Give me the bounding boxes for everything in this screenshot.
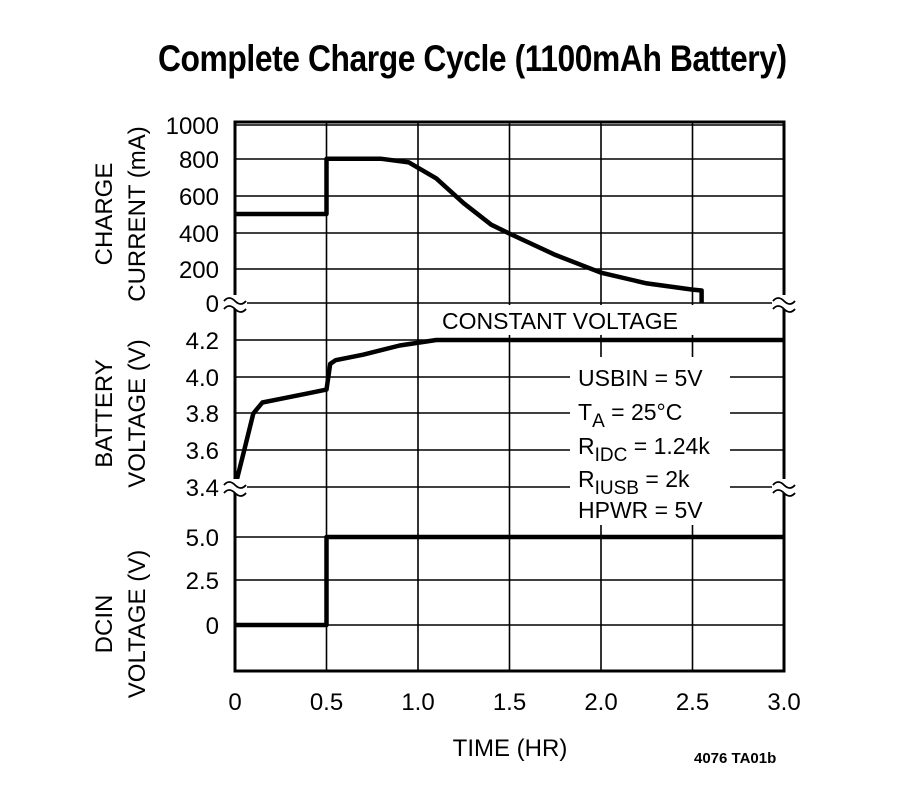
- test-condition: USBIN = 5V: [578, 365, 703, 391]
- chart-title: Complete Charge Cycle (1100mAh Battery): [158, 38, 787, 79]
- y-tick-label: 5.0: [186, 525, 219, 552]
- x-tick-label: 1.5: [493, 689, 526, 716]
- axis-break-icon: [223, 305, 247, 313]
- svg-text:VOLTAGE (V): VOLTAGE (V): [124, 550, 151, 698]
- y-axis-label: CHARGE CURRENT (mA): [91, 126, 151, 302]
- axis-break-icon: [223, 489, 247, 497]
- y-tick-label: 800: [179, 147, 219, 174]
- axis-break-icon: [772, 305, 796, 313]
- svg-text:CURRENT (mA): CURRENT (mA): [124, 126, 151, 302]
- test-condition: RIDC = 1.24k: [578, 433, 710, 466]
- y-tick-label: 1000: [166, 113, 219, 140]
- figure-id: 4076 TA01b: [694, 750, 777, 767]
- annotations: CONSTANT VOLTAGE USBIN = 5V TA = 25°CRIDC …: [223, 295, 796, 525]
- axis-break-icon: [772, 297, 796, 305]
- x-tick-label: 0.5: [310, 689, 343, 716]
- y-tick-label: 400: [179, 221, 219, 248]
- y-tick-label: 4.2: [186, 328, 219, 355]
- axis-labels: 1000 800 600 400 200 0 CHARGE CURRENT (mA) 4.2 4.…: [91, 113, 801, 762]
- y-tick-label: 600: [179, 184, 219, 211]
- charge-current-curve: [235, 156, 704, 303]
- axis-break-icon: [772, 489, 796, 497]
- x-tick-label: 3.0: [767, 689, 800, 716]
- y-tick-label: 3.6: [186, 438, 219, 465]
- constant-voltage-annotation: CONSTANT VOLTAGE: [442, 308, 678, 334]
- y-tick-label: 0: [206, 291, 219, 318]
- y-tick-label: 4.0: [186, 365, 219, 392]
- svg-text:BATTERY: BATTERY: [91, 359, 118, 467]
- x-axis-label: TIME (HR): [453, 735, 568, 762]
- x-tick-label: 2.0: [584, 689, 617, 716]
- y-axis-label: DCIN VOLTAGE (V): [91, 550, 151, 698]
- axis-break-icon: [223, 481, 247, 489]
- y-tick-label: 2.5: [186, 568, 219, 595]
- y-tick-label: 0: [206, 613, 219, 640]
- y-axis-label: BATTERY VOLTAGE (V): [91, 339, 151, 487]
- test-condition: TA = 25°C: [578, 399, 682, 432]
- y-tick-label: 3.8: [186, 401, 219, 428]
- svg-text:DCIN: DCIN: [91, 595, 118, 654]
- axis-break-icon: [772, 481, 796, 489]
- y-tick-label: 200: [179, 257, 219, 284]
- test-condition: HPWR = 5V: [578, 497, 703, 523]
- dcin-voltage-curve: [235, 534, 784, 628]
- x-tick-label: 1.0: [401, 689, 434, 716]
- svg-text:VOLTAGE (V): VOLTAGE (V): [124, 339, 151, 487]
- x-tick-label: 0: [228, 689, 241, 716]
- y-tick-label: 3.4: [186, 475, 219, 502]
- x-tick-label: 2.5: [676, 689, 709, 716]
- battery-voltage-curve: [232, 337, 784, 488]
- test-condition: RIUSB = 2k: [578, 466, 690, 499]
- svg-text:CHARGE: CHARGE: [91, 163, 118, 266]
- axis-break-icon: [223, 297, 247, 305]
- data-curves: [232, 156, 784, 628]
